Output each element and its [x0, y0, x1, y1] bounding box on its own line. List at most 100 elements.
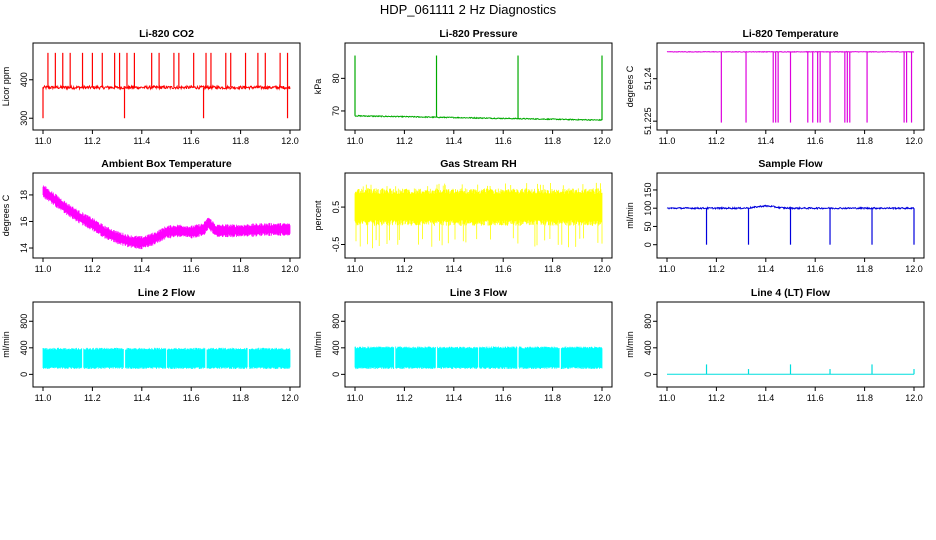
- y-tick-label: 300: [19, 111, 29, 126]
- x-tick-label: 11.2: [708, 264, 725, 274]
- y-tick-label: 100: [643, 201, 653, 216]
- figure-title: HDP_061111 2 Hz Diagnostics: [379, 2, 557, 17]
- y-axis-label: Licor ppm: [1, 67, 11, 107]
- panel-title: Sample Flow: [758, 158, 823, 170]
- panel-9: Line 4 (LT) Flow 11.0 11.2 11.4 11.6 11.8 12.0…: [625, 287, 925, 403]
- y-tick-label: 70: [331, 106, 341, 116]
- y-tick-label: 51.225: [643, 107, 653, 135]
- x-tick-label: 11.4: [133, 264, 150, 274]
- series-line: [354, 182, 603, 249]
- y-tick-label: 51.24: [643, 67, 653, 90]
- x-tick-label: 11.6: [495, 264, 512, 274]
- x-tick-label: 11.4: [757, 264, 774, 274]
- y-tick-label: 800: [643, 314, 653, 329]
- panel-1: Li-820 CO2 11.0 11.2 11.4 11.6 11.8 12.0 300 400…: [1, 28, 301, 146]
- x-tick-label: 12.0: [281, 136, 299, 146]
- plot-frame: [32, 172, 301, 259]
- x-tick-label: 11.2: [84, 264, 101, 274]
- panel-title: Line 3 Flow: [450, 287, 508, 299]
- y-tick-label: -0.5: [331, 237, 341, 253]
- series-line: [42, 347, 291, 369]
- x-tick-label: 11.4: [445, 393, 462, 403]
- series-line: [42, 185, 291, 250]
- x-tick-label: 11.6: [807, 393, 824, 403]
- plot-frame: [32, 301, 301, 388]
- panel-title: Ambient Box Temperature: [101, 158, 232, 170]
- y-tick-label: 16: [19, 216, 29, 226]
- panel-3: Li-820 Temperature 11.0 11.2 11.4 11.6 11.8 12…: [625, 28, 925, 146]
- x-tick-label: 11.2: [84, 393, 101, 403]
- x-tick-label: 11.8: [232, 393, 249, 403]
- panel-title: Li-820 Pressure: [439, 28, 517, 40]
- x-tick-label: 11.4: [133, 393, 150, 403]
- x-tick-label: 12.0: [905, 136, 923, 146]
- panel-title: Li-820 Temperature: [742, 28, 838, 40]
- x-tick-label: 11.0: [659, 136, 676, 146]
- x-tick-label: 11.2: [84, 136, 101, 146]
- x-tick-label: 11.8: [856, 136, 873, 146]
- x-tick-label: 11.2: [396, 393, 413, 403]
- x-tick-label: 11.6: [807, 264, 824, 274]
- x-tick-label: 12.0: [593, 393, 611, 403]
- panel-4: Ambient Box Temperature 11.0 11.2 11.4 11.6 1…: [1, 158, 301, 274]
- y-tick-label: 400: [643, 340, 653, 355]
- y-axis-label: ml/min: [1, 331, 11, 358]
- y-tick-label: 50: [643, 221, 653, 231]
- plot-frame: [344, 42, 613, 131]
- series-band: [354, 182, 603, 249]
- y-tick-label: 400: [19, 72, 29, 87]
- plot-frame: [344, 301, 613, 388]
- y-axis-label: kPa: [313, 79, 323, 95]
- x-tick-label: 11.6: [495, 136, 512, 146]
- panel-title: Li-820 CO2: [139, 28, 194, 40]
- x-tick-label: 11.8: [544, 393, 561, 403]
- x-tick-label: 11.0: [659, 264, 676, 274]
- y-tick-label: 400: [331, 340, 341, 355]
- x-tick-label: 11.2: [396, 136, 413, 146]
- panel-7: Line 2 Flow 11.0 11.2 11.4 11.6 11.8 12.0 0 400 8…: [1, 287, 301, 403]
- x-tick-label: 11.0: [347, 136, 364, 146]
- y-tick-label: 14: [19, 243, 29, 253]
- y-axis-label: ml/min: [625, 202, 635, 229]
- y-tick-label: 800: [331, 314, 341, 329]
- y-axis-label: degrees C: [1, 194, 11, 236]
- panel-6: Sample Flow 11.0 11.2 11.4 11.6 11.8 12.0 0 50 10…: [625, 158, 925, 274]
- y-tick-label: 80: [331, 73, 341, 83]
- x-tick-label: 11.6: [183, 264, 200, 274]
- y-tick-label: 0: [643, 372, 653, 377]
- y-tick-label: 150: [643, 182, 653, 197]
- x-tick-label: 11.4: [757, 136, 774, 146]
- x-tick-label: 11.6: [183, 136, 200, 146]
- x-tick-label: 11.8: [544, 264, 561, 274]
- panel-title: Line 4 (LT) Flow: [751, 287, 831, 299]
- x-tick-label: 12.0: [905, 264, 923, 274]
- x-tick-label: 12.0: [593, 264, 611, 274]
- x-tick-label: 11.2: [708, 393, 725, 403]
- x-tick-label: 11.2: [708, 136, 725, 146]
- x-tick-label: 11.0: [35, 393, 52, 403]
- x-tick-label: 12.0: [593, 136, 611, 146]
- x-tick-label: 11.8: [856, 393, 873, 403]
- x-tick-label: 11.8: [232, 136, 249, 146]
- panel-8: Line 3 Flow 11.0 11.2 11.4 11.6 11.8 12.0 0 400 8…: [313, 287, 613, 403]
- x-tick-label: 11.0: [347, 264, 364, 274]
- x-tick-label: 11.6: [807, 136, 824, 146]
- x-tick-label: 11.6: [183, 393, 200, 403]
- y-axis-label: ml/min: [313, 331, 323, 358]
- series-line: [42, 84, 291, 91]
- plot-frame: [656, 172, 925, 259]
- y-tick-label: 0: [19, 372, 29, 377]
- x-tick-label: 12.0: [281, 393, 299, 403]
- plot-frame: [656, 301, 925, 388]
- y-tick-label: 0.5: [331, 201, 341, 214]
- x-tick-label: 11.2: [396, 264, 413, 274]
- x-tick-label: 11.0: [35, 136, 52, 146]
- x-tick-label: 11.0: [35, 264, 52, 274]
- x-tick-label: 11.4: [757, 393, 774, 403]
- y-axis-label: degrees C: [625, 65, 635, 107]
- x-tick-label: 12.0: [281, 264, 299, 274]
- x-tick-label: 11.8: [544, 136, 561, 146]
- x-tick-label: 11.4: [133, 136, 150, 146]
